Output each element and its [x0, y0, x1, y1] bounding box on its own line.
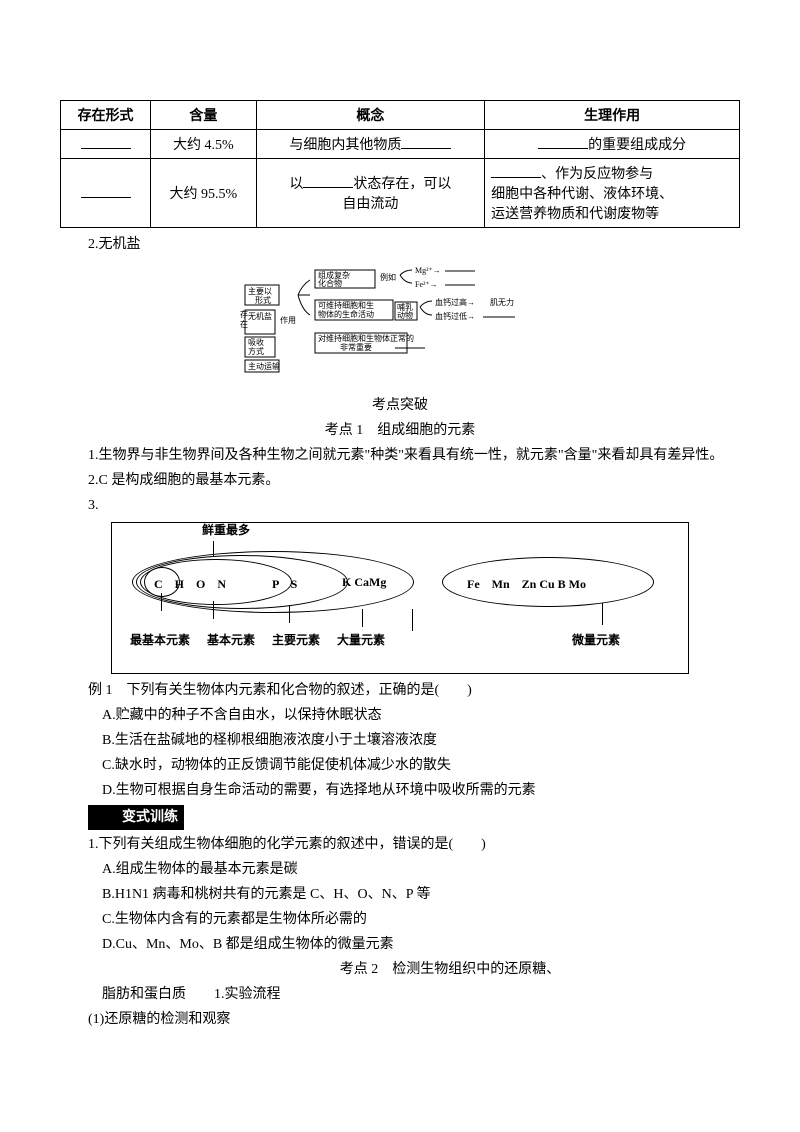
kaodian-tupo: 考点突破 [60, 395, 740, 416]
th-amount: 含量 [151, 101, 256, 130]
cell-amount-1: 大约 4.5% [151, 130, 256, 159]
example-1: 例 1 下列有关生物体内元素和化合物的叙述，正确的是( ) [60, 680, 740, 701]
variant-1: 1.下列有关组成生物体细胞的化学元素的叙述中，错误的是( ) [60, 834, 740, 855]
lbl-b4: 大量元素 [337, 631, 385, 648]
svg-text:Mg²⁺→: Mg²⁺→ [415, 266, 441, 275]
svg-text:主要以: 主要以 [248, 286, 272, 296]
ex1-optC: C.缺水时，动物体的正反馈调节能促使机体减少水的散失 [60, 755, 740, 776]
cell-concept-1: 与细胞内其他物质 [256, 130, 485, 159]
point-3: 3. [60, 495, 740, 516]
inorganic-salt-diagram: 主要以 形式 存在 无机盐 作用 吸收方式 主动运输 组成复杂 化合物 例如 M… [60, 265, 740, 375]
variant-label: 变式训练 [88, 805, 184, 830]
kaodian-1-title: 考点 1 组成细胞的元素 [60, 420, 740, 441]
elems-micro: Fe Mn Zn Cu B Mo [467, 575, 586, 592]
svg-text:化合物: 化合物 [318, 278, 342, 288]
lbl-b3: 主要元素 [272, 631, 320, 648]
sub-1: (1)还原糖的检测和观察 [60, 1009, 740, 1030]
cell-form-1 [61, 130, 151, 159]
svg-text:物体的生命活动: 物体的生命活动 [318, 309, 374, 319]
svg-text:对维持细胞和生物体正常的: 对维持细胞和生物体正常的 [318, 333, 414, 343]
svg-text:形式: 形式 [255, 295, 271, 305]
table-row: 大约 4.5% 与细胞内其他物质 的重要组成成分 [61, 130, 740, 159]
v1-optC: C.生物体内含有的元素都是生物体所必需的 [60, 909, 740, 930]
kaodian-2a: 考点 2 检测生物组织中的还原糖、 [60, 959, 740, 980]
cell-amount-2: 大约 95.5% [151, 159, 256, 228]
elems-ps: P S [272, 575, 297, 592]
c2a: 以 [289, 177, 303, 192]
cell-effect-2: 、作为反应物参与 细胞中各种代谢、液体环境、 运送营养物质和代谢废物等 [485, 159, 740, 228]
svg-text:例如: 例如 [380, 272, 396, 282]
th-effect: 生理作用 [485, 101, 740, 130]
svg-text:作用: 作用 [280, 315, 296, 325]
ex1-optA: A.贮藏中的种子不含自由水，以保持休眠状态 [60, 705, 740, 726]
elems-chon: C H O N [154, 575, 226, 592]
point-2: 2.C 是构成细胞的最基本元素。 [60, 470, 740, 491]
svg-text:Fe²⁺→: Fe²⁺→ [415, 280, 438, 289]
svg-text:在: 在 [240, 319, 248, 329]
svg-text:非常重要: 非常重要 [340, 342, 372, 352]
ex1-optB: B.生活在盐碱地的柽柳根细胞液浓度小于土壤溶液浓度 [60, 730, 740, 751]
svg-text:动物: 动物 [397, 310, 413, 320]
variant-heading: 变式训练 [60, 805, 740, 830]
top-label: 鲜重最多 [202, 521, 250, 538]
e2a: 、作为反应物参与 [541, 167, 653, 182]
svg-text:可维持细胞和生: 可维持细胞和生 [318, 300, 374, 310]
kaodian-2b: 脂肪和蛋白质 1.实验流程 [60, 984, 740, 1005]
svg-text:血钙过高→: 血钙过高→ [435, 297, 475, 307]
svg-text:主动运输: 主动运输 [248, 361, 280, 371]
table-row: 大约 95.5% 以 状态存在，可以 自由流动 、作为反应物参与 细胞中各种代谢、… [61, 159, 740, 228]
th-form: 存在形式 [61, 101, 151, 130]
concept1-text: 与细胞内其他物质 [289, 138, 401, 153]
elems-kcamg: K CaMg [342, 575, 386, 590]
table-header-row: 存在形式 含量 概念 生理作用 [61, 101, 740, 130]
ex1-optD: D.生物可根据自身生命活动的需要，有选择地从环境中吸收所需的元素 [60, 780, 740, 801]
cell-form-2 [61, 159, 151, 228]
section-2-title: 2.无机盐 [60, 234, 740, 255]
point-1: 1.生物界与非生物界间及各种生物之间就元素"种类"来看具有统一性，就元素"含量"… [60, 445, 740, 466]
v1-optD: D.Cu、Mn、Mo、B 都是组成生物体的微量元素 [60, 934, 740, 955]
cell-concept-2: 以 状态存在，可以 自由流动 [256, 159, 485, 228]
lbl-b1: 最基本元素 [130, 631, 190, 648]
c2c: 自由流动 [342, 197, 398, 212]
e2b: 细胞中各种代谢、液体环境、 [491, 187, 673, 202]
svg-text:肌无力: 肌无力 [490, 297, 514, 307]
svg-text:无机盐: 无机盐 [248, 311, 272, 321]
water-table: 存在形式 含量 概念 生理作用 大约 4.5% 与细胞内其他物质 的重要组成成分… [60, 100, 740, 228]
svg-text:吸收: 吸收 [248, 337, 264, 347]
lbl-b2: 基本元素 [207, 631, 255, 648]
svg-text:血钙过低→: 血钙过低→ [435, 311, 475, 321]
lbl-b5: 微量元素 [572, 631, 620, 648]
svg-text:方式: 方式 [248, 346, 264, 356]
cell-effect-1: 的重要组成成分 [485, 130, 740, 159]
e2c: 运送营养物质和代谢废物等 [491, 207, 659, 222]
v1-optB: B.H1N1 病毒和桃树共有的元素是 C、H、O、N、P 等 [60, 884, 740, 905]
v1-optA: A.组成生物体的最基本元素是碳 [60, 859, 740, 880]
th-concept: 概念 [256, 101, 485, 130]
effect1-text: 的重要组成成分 [588, 138, 686, 153]
elements-venn-diagram: 鲜重最多 C H O N P S K CaMg Fe Mn Zn Cu B Mo… [111, 522, 689, 674]
c2b: 状态存在，可以 [353, 177, 451, 192]
